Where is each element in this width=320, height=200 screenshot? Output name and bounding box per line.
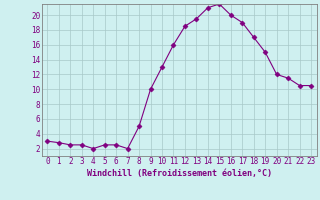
X-axis label: Windchill (Refroidissement éolien,°C): Windchill (Refroidissement éolien,°C)	[87, 169, 272, 178]
